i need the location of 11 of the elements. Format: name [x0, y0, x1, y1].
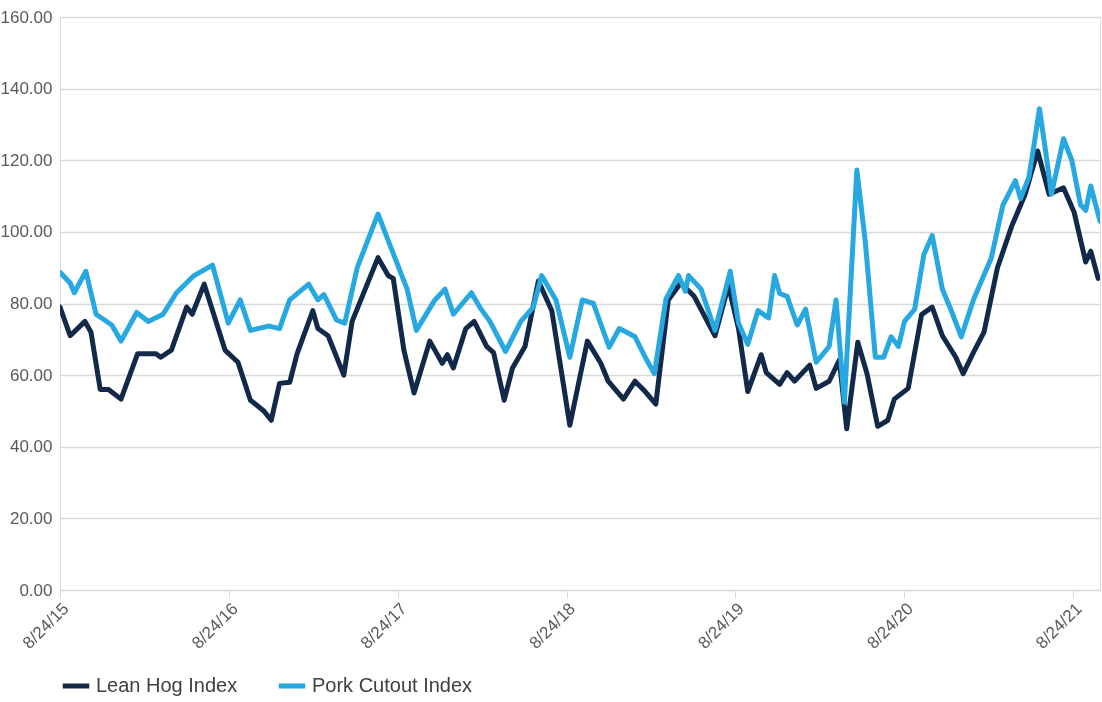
- y-tick-label: 160.00: [0, 7, 53, 27]
- legend-label: Pork Cutout Index: [312, 674, 473, 696]
- y-tick-label: 20.00: [9, 508, 53, 528]
- y-tick-label: 120.00: [0, 150, 53, 170]
- y-tick-label: 100.00: [0, 222, 53, 242]
- y-tick-label: 80.00: [9, 294, 53, 313]
- legend-label: Lean Hog Index: [96, 674, 238, 696]
- y-tick-label: 140.00: [0, 79, 53, 99]
- y-tick-label: 40.00: [9, 437, 53, 457]
- y-tick-label: 0.00: [19, 580, 53, 600]
- y-tick-label: 60.00: [9, 365, 53, 385]
